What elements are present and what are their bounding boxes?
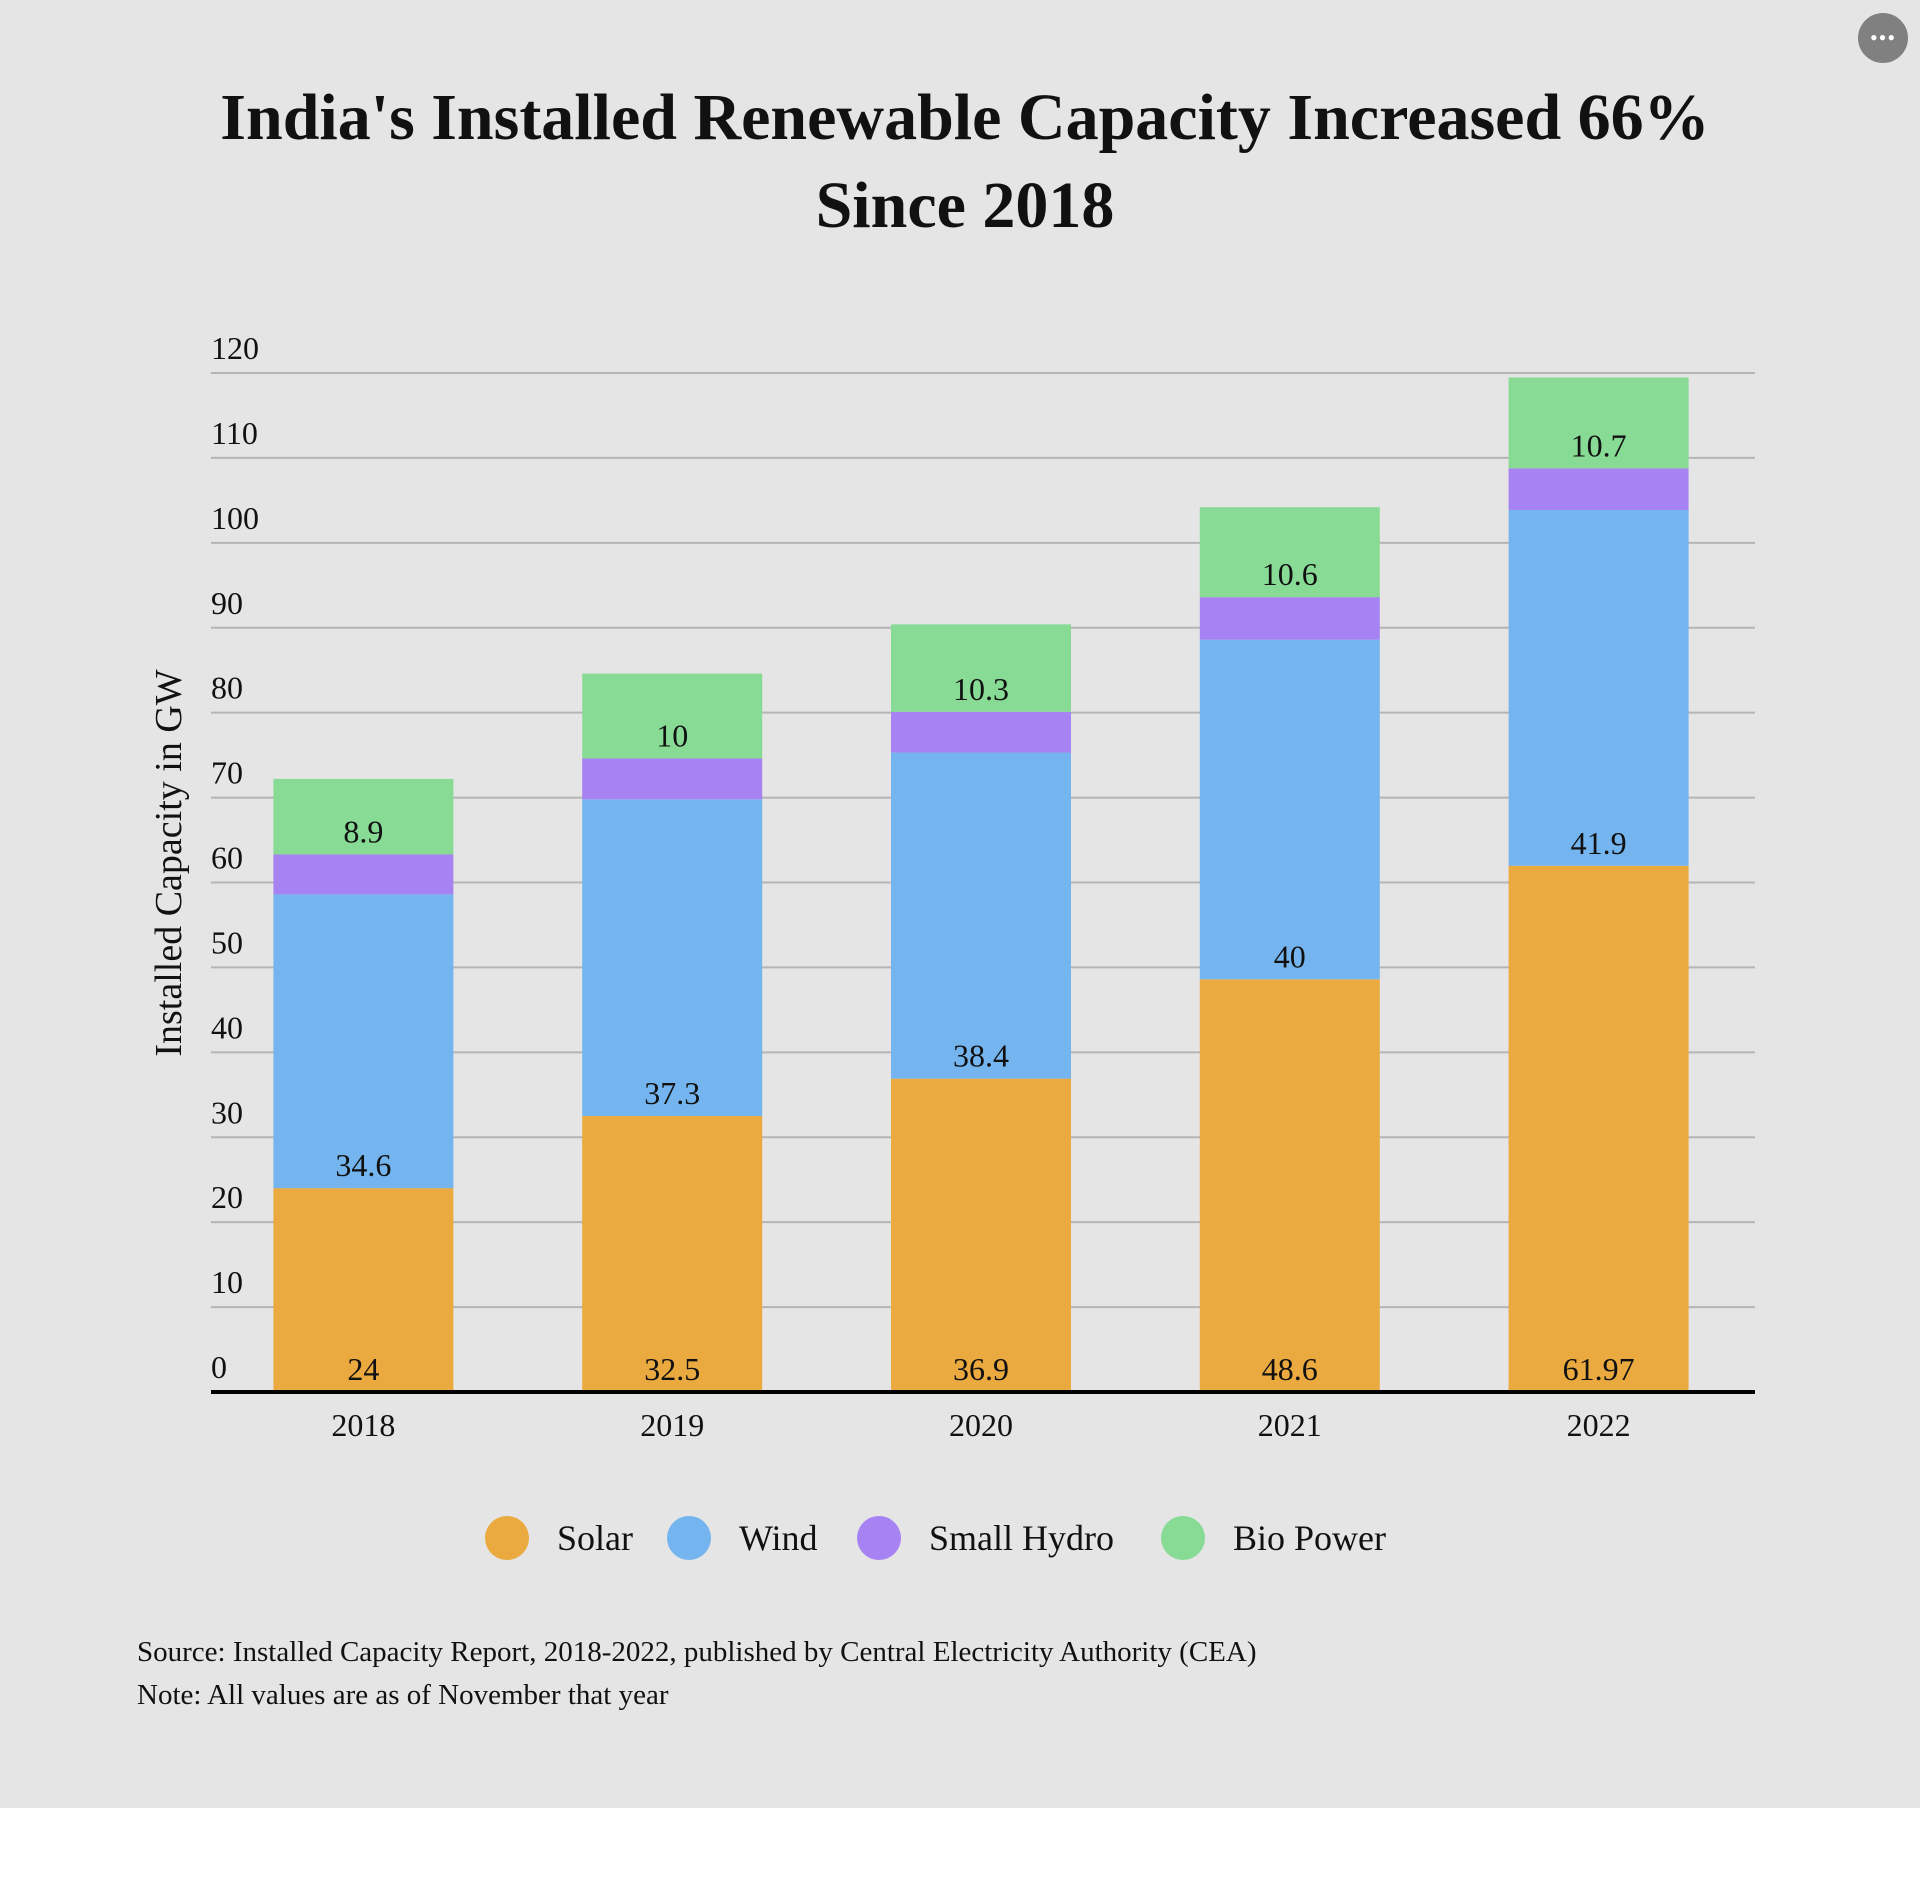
x-tick-label: 2020 [949, 1407, 1013, 1443]
y-tick-label: 120 [211, 330, 259, 366]
data-label: 41.9 [1571, 825, 1627, 861]
x-tick-label: 2021 [1258, 1407, 1322, 1443]
data-label: 10.6 [1262, 556, 1318, 592]
legend: Solar Wind Small Hydro Bio Power [0, 1512, 1920, 1564]
legend-swatch [857, 1516, 901, 1560]
y-tick-label: 100 [211, 500, 259, 536]
data-label: 10 [656, 718, 688, 754]
bar-small-hydro-2020 [891, 711, 1071, 753]
y-tick-label: 10 [211, 1264, 243, 1300]
y-tick-label: 40 [211, 1009, 243, 1045]
bar-wind-2018 [273, 894, 454, 1189]
legend-label: Solar [557, 1518, 633, 1558]
data-label: 40 [1274, 938, 1306, 974]
values-note: Note: All values are as of November that… [137, 1679, 669, 1711]
chart-title: India's Installed Renewable Capacity Inc… [0, 74, 1920, 250]
data-label: 36.9 [953, 1351, 1009, 1387]
legend-item-solar: Solar [485, 1516, 633, 1560]
bar-bio-power-2021 [1199, 507, 1380, 598]
y-tick-label: 90 [211, 585, 243, 621]
data-label: 38.4 [953, 1038, 1009, 1074]
bar-small-hydro-2021 [1199, 597, 1380, 640]
bar-small-hydro-2018 [273, 854, 454, 895]
y-tick-label: 20 [211, 1179, 243, 1215]
bar-solar-2018 [273, 1188, 454, 1392]
bar-bio-power-2018 [273, 778, 454, 855]
x-tick-label: 2019 [640, 1407, 704, 1443]
data-label: 34.6 [335, 1147, 391, 1183]
legend-swatch [485, 1516, 529, 1560]
data-label: 61.97 [1563, 1351, 1635, 1387]
y-tick-label: 110 [211, 415, 258, 451]
title-line-2: Since 2018 [815, 169, 1115, 242]
y-tick-label: 80 [211, 670, 243, 706]
data-label: 37.3 [644, 1075, 700, 1111]
stacked-bar-chart: 0 10 20 30 40 50 60 70 80 90 100 110 120 Installed Ca… [148, 330, 1755, 1443]
x-tick-label: 2022 [1567, 1407, 1631, 1443]
legend-item-small-hydro: Small Hydro [857, 1516, 1114, 1560]
bar-small-hydro-2019 [582, 758, 763, 800]
title-line-1: India's Installed Renewable Capacity Inc… [220, 81, 1710, 154]
bar-wind-2021 [1199, 639, 1380, 980]
legend-item-bio-power: Bio Power [1161, 1516, 1386, 1560]
bar-bio-power-2020 [891, 624, 1071, 712]
more-options-button[interactable]: ••• [1858, 13, 1908, 63]
data-label: 10.7 [1571, 427, 1627, 463]
bar-small-hydro-2022 [1508, 468, 1689, 510]
y-tick-label: 60 [211, 840, 243, 876]
bar-wind-2022 [1508, 509, 1689, 866]
bar-wind-2020 [891, 752, 1071, 1079]
bar-wind-2019 [582, 799, 763, 1117]
ellipsis-icon: ••• [1869, 25, 1897, 50]
y-tick-label: 30 [211, 1094, 243, 1130]
data-label: 8.9 [343, 813, 383, 849]
data-label: 10.3 [953, 671, 1009, 707]
bar-solar-2019 [582, 1116, 763, 1392]
data-label: 32.5 [644, 1351, 700, 1387]
x-tick-label: 2018 [331, 1407, 395, 1443]
bar-solar-2022 [1508, 865, 1689, 1392]
legend-swatch [1161, 1516, 1205, 1560]
data-label: 24 [347, 1351, 379, 1387]
legend-label: Small Hydro [929, 1518, 1114, 1558]
source-note: Source: Installed Capacity Report, 2018-… [137, 1636, 1257, 1668]
y-axis-label: Installed Capacity in GW [148, 669, 190, 1056]
bar-bio-power-2022 [1508, 377, 1689, 469]
y-tick-label: 0 [211, 1349, 227, 1385]
legend-swatch [667, 1516, 711, 1560]
legend-label: Bio Power [1233, 1518, 1386, 1558]
legend-item-wind: Wind [667, 1516, 818, 1560]
data-label: 48.6 [1262, 1351, 1318, 1387]
y-tick-label: 70 [211, 755, 243, 791]
bar-solar-2020 [891, 1078, 1071, 1392]
legend-label: Wind [739, 1518, 818, 1558]
bar-bio-power-2019 [582, 673, 763, 759]
bar-solar-2021 [1199, 979, 1380, 1392]
y-tick-label: 50 [211, 924, 243, 960]
